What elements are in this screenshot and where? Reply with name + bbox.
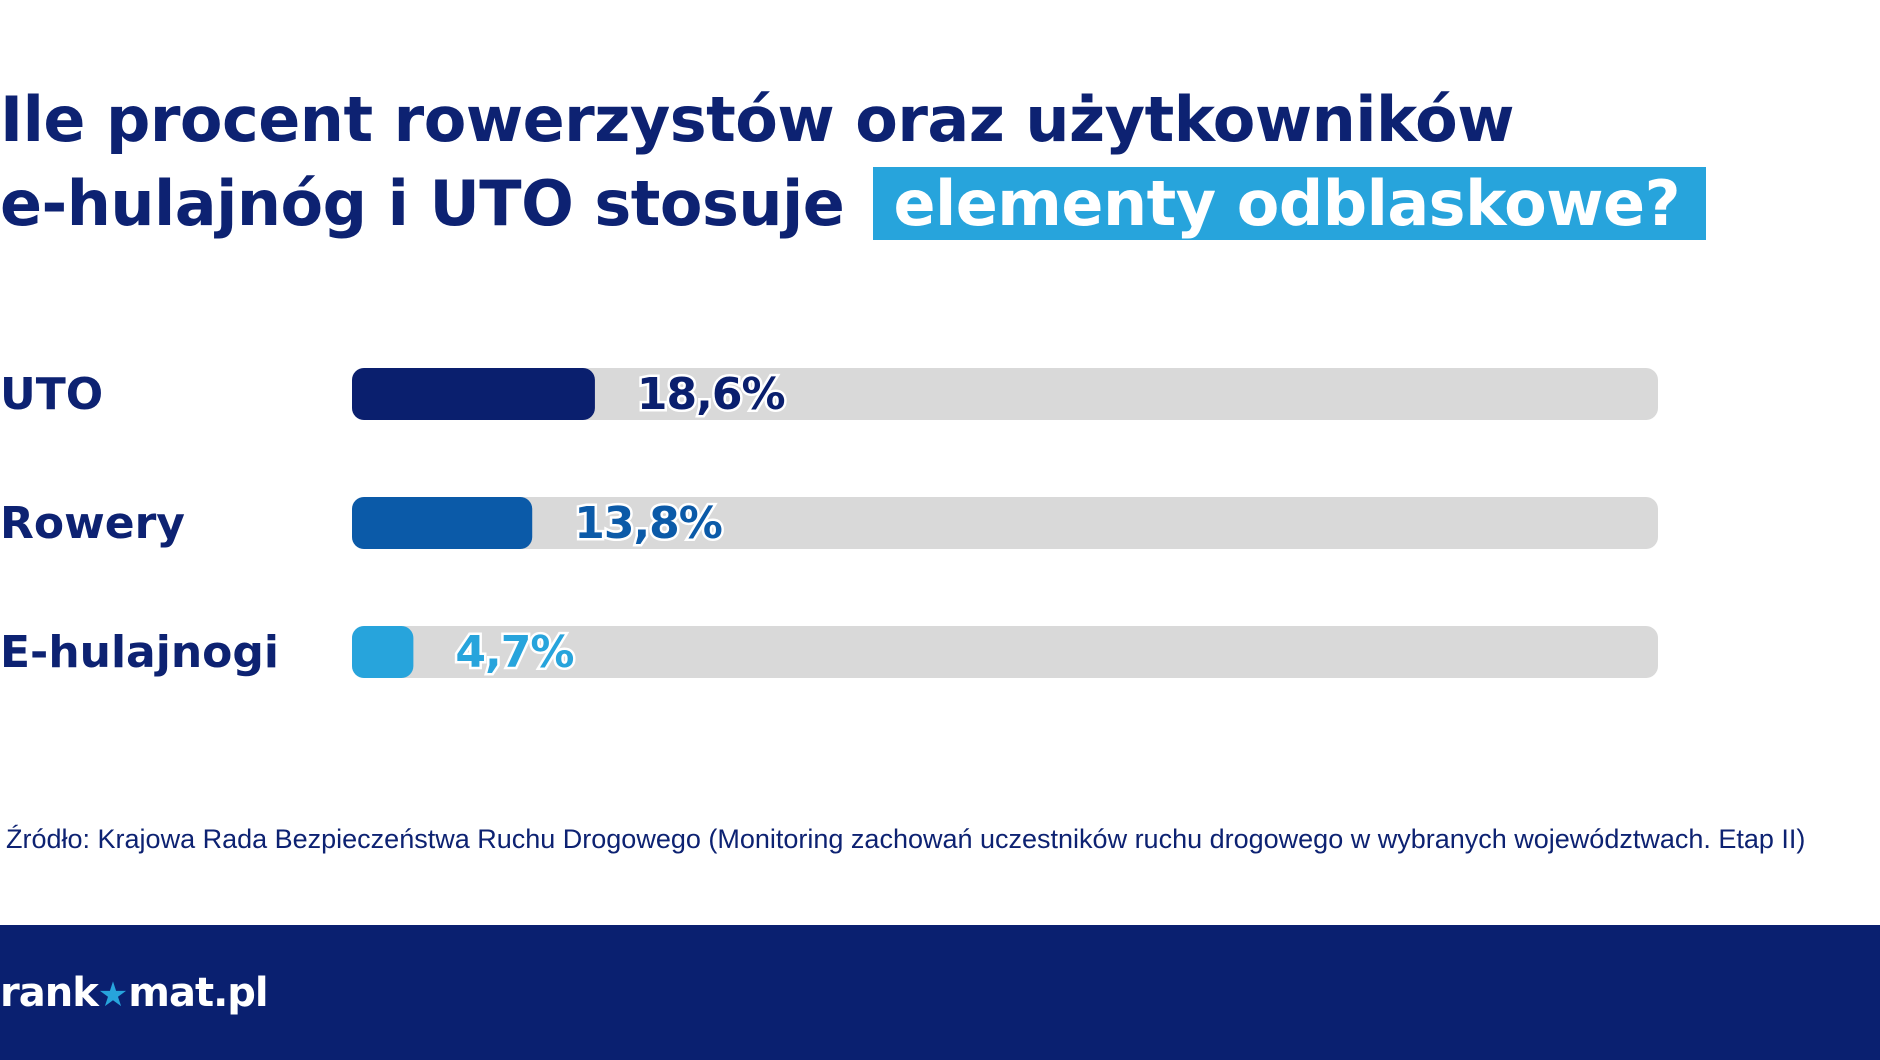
bar-track xyxy=(352,497,1658,549)
star-icon: ★ xyxy=(97,976,129,1014)
value-label: 18,6% xyxy=(637,369,785,420)
rankomat-logo[interactable]: rank★mat.pl xyxy=(0,967,269,1019)
bar-track xyxy=(352,368,1658,420)
footer-bar: rank★mat.pl xyxy=(0,925,1880,1060)
bar-row-1: Rowery 13,8% xyxy=(0,496,1658,552)
bar-row-0: UTO 18,6% xyxy=(0,367,1658,423)
title-line-1: Ile procent rowerzystów oraz użytkownikó… xyxy=(0,83,1514,156)
chart-title: Ile procent rowerzystów oraz użytkownikó… xyxy=(0,78,1707,246)
value-label: 4,7% xyxy=(455,627,573,678)
title-highlight: elementy odblaskowe? xyxy=(873,167,1707,240)
logo-text-left: rank xyxy=(0,970,99,1016)
source-note: Źródło: Krajowa Rada Bezpieczeństwa Ruch… xyxy=(6,824,1806,854)
bar-chart: UTO 18,6% Rowery 13,8% E-hulajnogi 4,7% xyxy=(0,367,1658,681)
title-line-2-text: e-hulajnóg i UTO stosuje xyxy=(0,167,845,240)
category-label: Rowery xyxy=(0,498,185,549)
value-label: 13,8% xyxy=(574,498,722,549)
bar-track xyxy=(352,626,1658,678)
category-label: E-hulajnogi xyxy=(0,627,279,678)
logo-text-right: mat.pl xyxy=(128,970,268,1016)
bar xyxy=(352,497,533,549)
category-label: UTO xyxy=(0,369,103,420)
bar-row-2: E-hulajnogi 4,7% xyxy=(0,625,1658,681)
bar xyxy=(352,626,414,678)
bar xyxy=(352,368,595,420)
title-line-2: e-hulajnóg i UTO stosuje elementy odblas… xyxy=(0,162,1707,246)
